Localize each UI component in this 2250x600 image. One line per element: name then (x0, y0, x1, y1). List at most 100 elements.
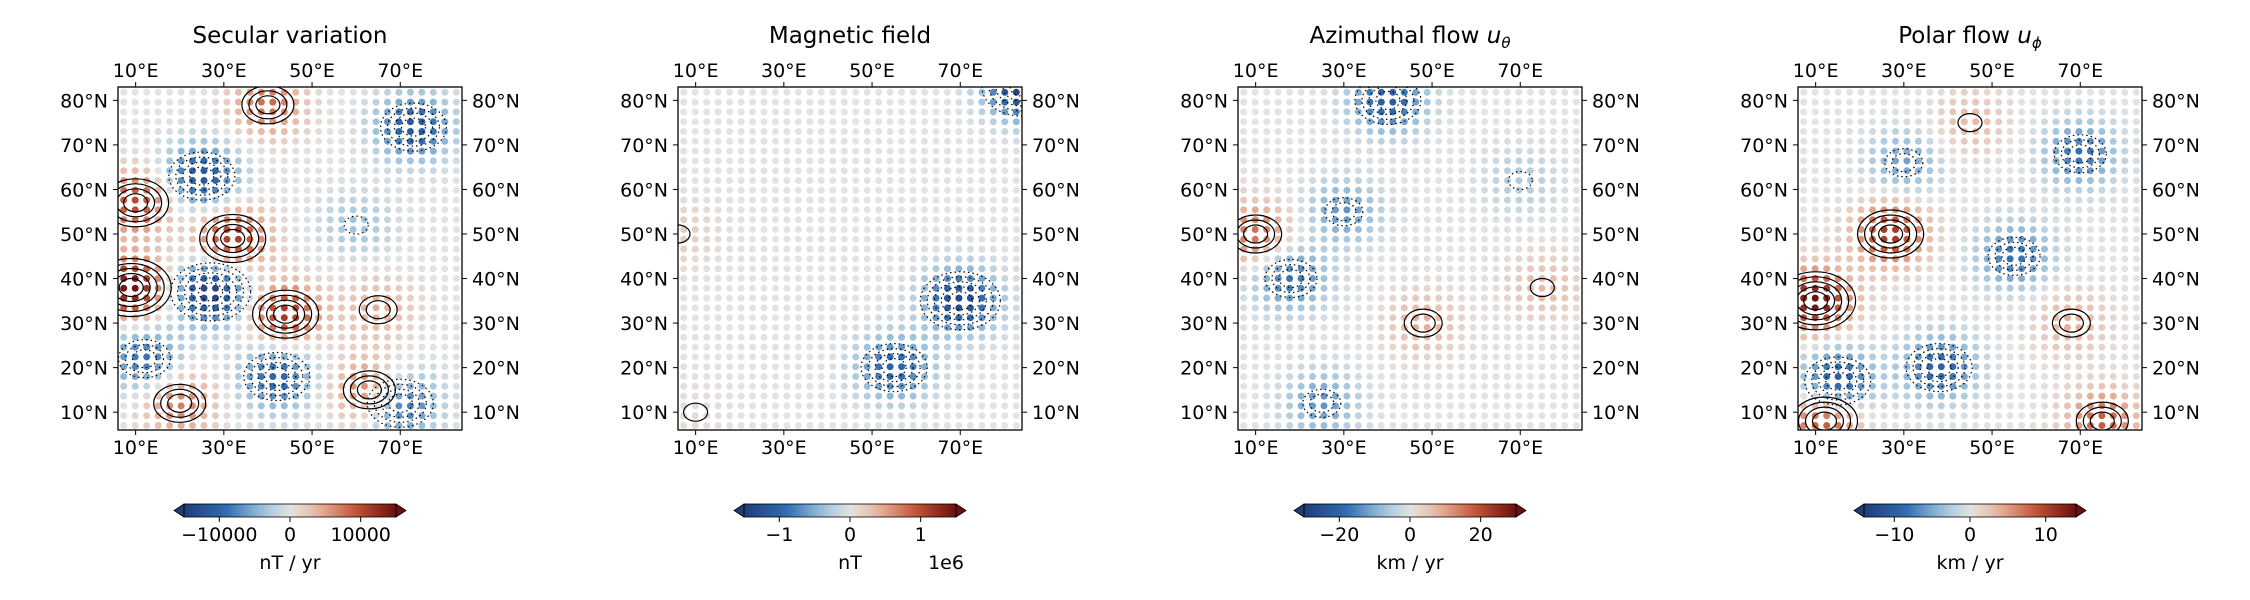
field-dot (1320, 98, 1328, 106)
field-dot (1972, 137, 1980, 145)
field-dot (1263, 275, 1271, 282)
field-dot (1366, 186, 1374, 194)
field-dot (131, 186, 139, 194)
y-tick-label-left: 70°N (60, 135, 108, 157)
field-dot (1446, 206, 1454, 214)
field-dot (1937, 382, 1945, 390)
x-tick-label-bottom: 10°E (1233, 437, 1279, 459)
field-dot (189, 412, 196, 420)
field-dot (840, 108, 848, 116)
field-dot (177, 226, 185, 233)
field-dot (1001, 177, 1009, 184)
field-dot (1446, 118, 1454, 126)
colorbar-extend-max (955, 503, 967, 518)
field-dot (749, 373, 756, 380)
field-dot (2121, 216, 2129, 224)
field-dot (257, 353, 265, 361)
field-dot (1949, 196, 1957, 204)
field-dot (1492, 98, 1500, 106)
field-dot (395, 186, 403, 194)
field-dot (2109, 118, 2117, 126)
colorbar-tick-label: 10 (2034, 524, 2058, 546)
field-dot (2018, 137, 2026, 145)
field-dot (1274, 88, 1282, 96)
field-dot (806, 196, 814, 204)
field-dot (2018, 392, 2026, 400)
field-dot (223, 137, 231, 145)
field-dot (1377, 353, 1385, 361)
field-dot (154, 245, 162, 253)
field-dot (1949, 167, 1957, 175)
field-dot (1926, 235, 1934, 243)
field-dot (726, 108, 734, 116)
field-dot (2029, 275, 2037, 282)
field-dot (989, 392, 997, 400)
field-dot (921, 402, 928, 410)
field-dot (1926, 373, 1934, 380)
field-dot (131, 167, 139, 175)
field-dot (817, 412, 825, 420)
field-dot (1001, 333, 1009, 341)
field-dot (418, 392, 426, 400)
field-dot (1800, 177, 1808, 184)
field-dot (1949, 402, 1957, 410)
field-dot (338, 177, 346, 184)
field-dot (1274, 363, 1282, 371)
field-dot (1377, 255, 1385, 263)
field-dot (154, 275, 162, 282)
field-dot (714, 363, 722, 371)
field-dot (234, 402, 242, 410)
field-dot (1343, 333, 1351, 341)
field-dot (749, 304, 756, 312)
field-dot (1972, 177, 1980, 184)
field-dot (361, 186, 368, 194)
field-dot (1263, 137, 1271, 145)
field-dot (714, 392, 722, 400)
field-dot (1903, 255, 1911, 263)
field-dot (120, 186, 128, 194)
field-dot (1811, 373, 1819, 380)
field-dot (257, 88, 265, 96)
contour-line (874, 353, 914, 383)
field-dot (1412, 108, 1420, 116)
field-dot (1800, 147, 1808, 155)
field-dot (2132, 382, 2140, 390)
field-dot (441, 108, 449, 116)
field-dot (1343, 245, 1351, 253)
field-dot (1492, 147, 1500, 155)
field-dot (2098, 147, 2106, 155)
field-dot (680, 88, 688, 96)
field-dot (1972, 147, 1980, 155)
field-dot (1423, 196, 1431, 204)
field-dot (1972, 88, 1980, 96)
field-dot (280, 128, 288, 135)
field-dot (955, 294, 963, 302)
field-dot (269, 275, 277, 282)
field-dot (200, 275, 208, 282)
field-dot (338, 422, 346, 429)
field-dot (349, 314, 357, 322)
contour-line (342, 370, 396, 410)
field-dot (806, 128, 814, 135)
field-dot (1001, 216, 1009, 224)
field-dot (1343, 88, 1351, 96)
field-dot (1481, 216, 1488, 224)
field-dot (1412, 196, 1420, 204)
field-dot (817, 108, 825, 116)
field-dot (726, 235, 734, 243)
field-dot (1538, 382, 1546, 390)
field-dot (749, 402, 756, 410)
field-dot (372, 314, 380, 322)
field-dot (1001, 167, 1009, 175)
field-dot (1435, 137, 1443, 145)
field-dot (1481, 284, 1488, 292)
field-dot (1458, 226, 1466, 233)
field-dot (1012, 206, 1020, 214)
field-dot (806, 186, 814, 194)
field-dot (932, 255, 940, 263)
field-dot (1469, 284, 1477, 292)
field-dot (1492, 167, 1500, 175)
field-dot (749, 275, 756, 282)
field-dot (2132, 147, 2140, 155)
field-dot (783, 226, 791, 233)
